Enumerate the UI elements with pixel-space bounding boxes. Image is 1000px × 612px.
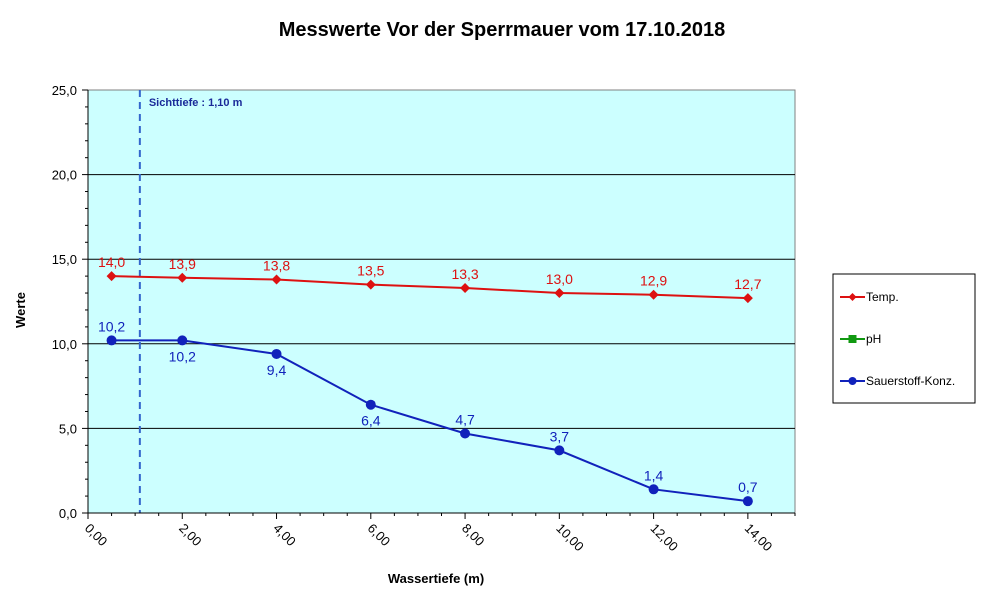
legend-marker <box>848 377 857 385</box>
data-label: 10,2 <box>169 348 196 364</box>
data-label: 12,7 <box>734 276 761 292</box>
data-label: 9,4 <box>267 362 287 378</box>
y-tick-label: 0,0 <box>59 506 77 521</box>
data-label: 0,7 <box>738 479 758 495</box>
legend-item: pH <box>840 332 881 346</box>
y-tick-label: 5,0 <box>59 421 77 436</box>
data-point <box>106 335 117 346</box>
data-label: 12,9 <box>640 273 667 289</box>
plot-area <box>87 89 796 514</box>
data-label: 13,0 <box>546 271 573 287</box>
data-label: 10,2 <box>98 318 125 334</box>
data-label: 13,9 <box>169 256 196 272</box>
legend-marker <box>848 335 857 343</box>
y-tick-label: 25,0 <box>52 83 77 98</box>
visibility-depth-marker: Sichttiefe : 1,10 m <box>138 90 243 513</box>
data-point <box>460 282 471 293</box>
y-tick-label: 20,0 <box>52 168 77 183</box>
data-point <box>648 289 659 300</box>
series-sauerstoff-konz: 10,2 10,2 9,4 6,4 4,7 3,7 1,4 0,7 <box>98 318 758 507</box>
data-point <box>648 484 659 495</box>
x-tick-label: 14,00 <box>742 521 776 555</box>
legend: Temp. pH Sauerstoff-Konz. <box>832 273 976 404</box>
data-point <box>365 279 376 290</box>
data-point <box>554 288 565 299</box>
x-tick-label: 0,00 <box>82 521 111 550</box>
chart-title: Messwerte Vor der Sperrmauer vom 17.10.2… <box>279 19 726 41</box>
series: 14,0 13,9 13,8 13,5 13,3 13,0 12,9 12,710,210,2… <box>98 254 762 507</box>
legend-item: Sauerstoff-Konz. <box>840 374 955 388</box>
data-label: 1,4 <box>644 467 664 483</box>
data-point <box>554 445 565 456</box>
data-point <box>742 293 753 304</box>
data-point <box>271 348 282 359</box>
data-label: 6,4 <box>361 413 381 429</box>
data-label: 3,7 <box>550 428 570 444</box>
y-axis-title: Werte <box>13 292 28 328</box>
x-tick-label: 2,00 <box>176 521 205 550</box>
data-label: 4,7 <box>455 411 475 427</box>
legend-label: Sauerstoff-Konz. <box>866 374 955 388</box>
data-point <box>177 335 188 346</box>
data-label: 13,8 <box>263 258 290 274</box>
x-axis-title: Wassertiefe (m) <box>388 571 484 586</box>
x-tick-label: 8,00 <box>459 521 488 550</box>
legend-label: pH <box>866 332 881 346</box>
legend-item: Temp. <box>840 290 899 304</box>
series-line <box>111 275 748 300</box>
legend-label: Temp. <box>866 290 899 304</box>
y-tick-label: 15,0 <box>52 252 77 267</box>
data-label: 13,3 <box>451 266 478 282</box>
data-point <box>177 272 188 283</box>
x-tick-label: 10,00 <box>553 521 587 555</box>
x-tick-label: 12,00 <box>647 521 681 555</box>
y-tick-label: 10,0 <box>52 337 77 352</box>
series-line <box>111 339 748 503</box>
x-tick-label: 4,00 <box>270 521 299 550</box>
data-point <box>460 428 471 439</box>
data-point <box>271 274 282 285</box>
data-point <box>106 271 117 282</box>
data-label: 14,0 <box>98 254 125 270</box>
data-point <box>365 399 376 410</box>
series-temp: 14,0 13,9 13,8 13,5 13,3 13,0 12,9 12,7 <box>98 254 762 304</box>
visibility-depth-label: Sichttiefe : 1,10 m <box>149 97 243 109</box>
x-tick-label: 6,00 <box>365 521 394 550</box>
legend-marker <box>848 293 857 301</box>
data-point <box>742 496 753 507</box>
data-label: 13,5 <box>357 263 384 279</box>
